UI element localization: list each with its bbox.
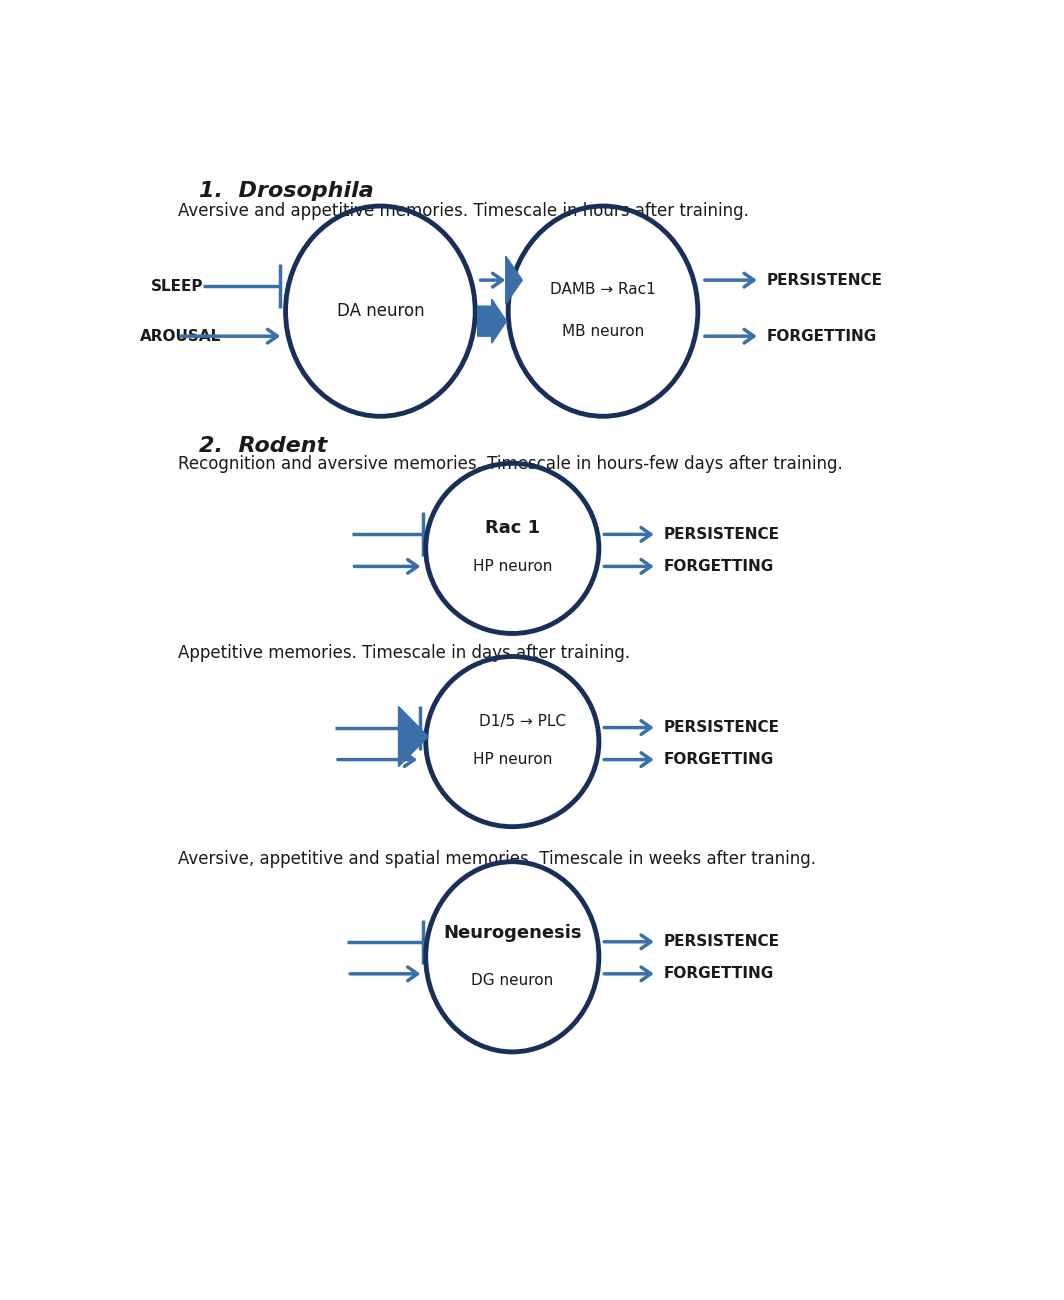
Text: HP neuron: HP neuron — [472, 753, 552, 767]
Text: 1.  Drosophila: 1. Drosophila — [199, 181, 373, 202]
Text: Neurogenesis: Neurogenesis — [443, 924, 582, 941]
Text: FORGETTING: FORGETTING — [766, 329, 877, 343]
Text: PERSISTENCE: PERSISTENCE — [663, 935, 779, 949]
Text: FORGETTING: FORGETTING — [663, 753, 774, 767]
Text: DA neuron: DA neuron — [336, 302, 425, 320]
Text: Recognition and aversive memories. Timescale in hours-few days after training.: Recognition and aversive memories. Times… — [179, 455, 843, 473]
Text: AROUSAL: AROUSAL — [139, 329, 221, 343]
Text: DAMB → Rac1: DAMB → Rac1 — [550, 282, 655, 296]
Text: DG neuron: DG neuron — [471, 974, 553, 988]
Text: Aversive, appetitive and spatial memories. Timescale in weeks after traning.: Aversive, appetitive and spatial memorie… — [179, 850, 816, 867]
Text: PERSISTENCE: PERSISTENCE — [663, 526, 779, 542]
Text: FORGETTING: FORGETTING — [663, 966, 774, 982]
Text: Rac 1: Rac 1 — [485, 520, 539, 537]
Text: FORGETTING: FORGETTING — [663, 559, 774, 573]
Text: Appetitive memories. Timescale in days after training.: Appetitive memories. Timescale in days a… — [179, 645, 631, 663]
FancyArrow shape — [478, 299, 506, 343]
Text: Aversive and appetitive memories. Timescale in hours after training.: Aversive and appetitive memories. Timesc… — [179, 202, 749, 220]
Text: PERSISTENCE: PERSISTENCE — [766, 273, 882, 287]
Text: PERSISTENCE: PERSISTENCE — [663, 720, 779, 734]
Text: MB neuron: MB neuron — [562, 324, 644, 339]
Polygon shape — [505, 256, 522, 304]
Text: D1/5 → PLC: D1/5 → PLC — [479, 714, 566, 729]
Text: 2.  Rodent: 2. Rodent — [199, 437, 328, 456]
Text: HP neuron: HP neuron — [472, 559, 552, 573]
Polygon shape — [399, 707, 428, 767]
Text: SLEEP: SLEEP — [151, 278, 203, 294]
